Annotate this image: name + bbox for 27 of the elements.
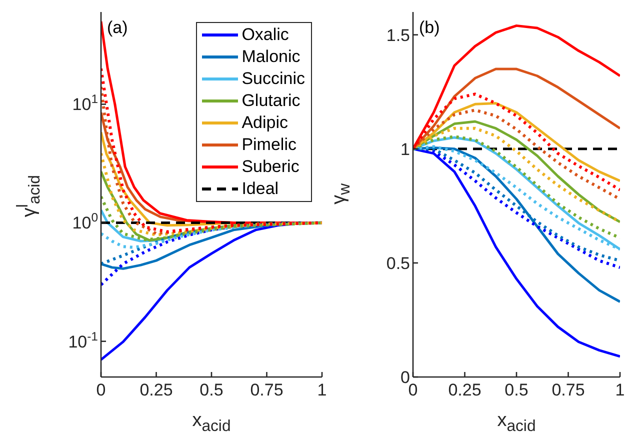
x-tick-label: 0.25: [448, 380, 482, 400]
annotation: (b): [419, 18, 440, 38]
y-tick-label: 10$^{0}$: [72, 210, 98, 233]
legend-label: Glutaric: [242, 90, 300, 112]
y-tick-label: 1: [400, 140, 410, 159]
x-tick-label: 0.5: [504, 380, 528, 400]
annotation: (a): [107, 18, 128, 38]
x-axis-title: x$_{acid}$: [496, 410, 537, 436]
x-tick-label: 1: [317, 380, 327, 400]
legend-label: Pimelic: [242, 134, 296, 156]
legend-label: Succinic: [242, 68, 305, 90]
legend-label: Adipic: [242, 112, 288, 134]
x-axis-title: x$_{acid}$: [191, 410, 232, 436]
y-tick-label: 10$^{-1}$: [68, 329, 98, 352]
x-tick-label: 0.25: [140, 380, 173, 400]
legend-label: Ideal: [242, 178, 279, 200]
y-tick-label: 0.5: [386, 254, 410, 273]
y-tick-label: 1.5: [386, 26, 410, 45]
legend-label: Malonic: [242, 46, 300, 68]
legend-label: Oxalic: [242, 24, 289, 46]
x-tick-label: 1: [615, 380, 625, 400]
x-tick-label: 0.75: [552, 380, 585, 400]
y-tick-label: 10$^{1}$: [72, 92, 98, 114]
y-tick-label: 0: [400, 368, 410, 387]
legend-label: Suberic: [242, 156, 300, 178]
x-tick-label: 0.75: [250, 380, 284, 400]
x-tick-label: 0.5: [200, 380, 224, 400]
